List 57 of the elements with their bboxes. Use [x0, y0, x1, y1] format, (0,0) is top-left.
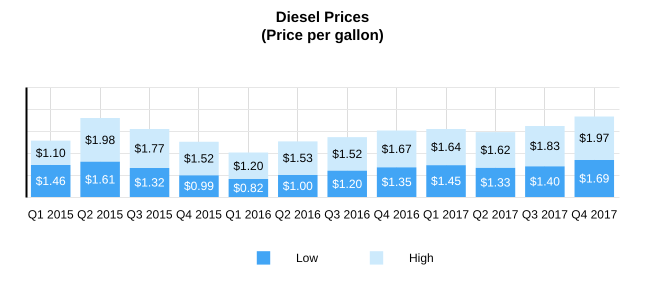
x-tick-label: Q2 2016 — [274, 208, 322, 222]
bar — [179, 142, 219, 176]
x-tick-label: Q3 2016 — [324, 208, 371, 222]
bar — [80, 162, 120, 197]
x-tick-label: Q1 2015 — [28, 208, 74, 222]
bar — [574, 116, 614, 160]
data-label: $1.61 — [85, 172, 116, 186]
chart-subtitle: (Price per gallon) — [261, 27, 384, 44]
x-tick-label: Q1 2017 — [423, 208, 470, 222]
data-label: $0.99 — [184, 179, 214, 194]
data-label: $1.35 — [382, 175, 412, 190]
bar — [80, 118, 120, 162]
data-label: $1.62 — [480, 142, 511, 157]
data-label: $1.40 — [530, 174, 560, 189]
bar — [476, 168, 516, 197]
data-label: $1.67 — [382, 142, 412, 156]
bar — [278, 141, 318, 175]
data-label: $1.52 — [184, 152, 214, 166]
data-label: $1.98 — [85, 132, 116, 147]
bar — [327, 137, 367, 171]
data-label: $1.83 — [530, 139, 560, 154]
data-label: $1.10 — [36, 146, 66, 160]
bar — [426, 165, 466, 197]
x-tick-label: Q3 2015 — [126, 208, 173, 222]
data-label: $1.77 — [134, 141, 165, 156]
x-tick-label: Q4 2017 — [571, 208, 618, 222]
x-tick-label: Q2 2017 — [472, 208, 519, 222]
x-tick-label: Q1 2016 — [225, 208, 272, 222]
data-label: $1.00 — [282, 179, 314, 193]
legend-label: Low — [296, 250, 318, 265]
data-label: $0.82 — [233, 180, 264, 195]
chart-title: Diesel Prices — [276, 9, 370, 26]
data-label: $1.20 — [332, 176, 363, 191]
bar — [525, 166, 565, 197]
bar — [30, 164, 70, 197]
data-label: $1.46 — [36, 174, 66, 188]
bar — [426, 129, 466, 166]
bar — [525, 126, 565, 166]
data-label: $1.69 — [579, 171, 610, 186]
data-label: $1.33 — [480, 175, 511, 190]
data-label: $1.45 — [431, 174, 462, 188]
x-tick-label: Q4 2016 — [374, 208, 420, 222]
bar — [476, 132, 516, 168]
bar — [130, 168, 170, 197]
x-tick-label: Q3 2017 — [522, 208, 568, 222]
data-label: $1.20 — [233, 158, 264, 173]
bar — [376, 130, 416, 168]
data-label: $1.53 — [282, 151, 314, 166]
data-label: $1.52 — [332, 146, 363, 161]
x-tick-label: Q4 2015 — [176, 208, 222, 222]
legend-label: High — [409, 250, 434, 265]
data-label: $1.32 — [134, 175, 165, 190]
bar — [130, 129, 170, 168]
data-label: $1.64 — [431, 140, 462, 154]
bar — [574, 160, 614, 197]
data-label: $1.97 — [579, 131, 610, 146]
x-tick-label: Q2 2015 — [77, 208, 124, 222]
